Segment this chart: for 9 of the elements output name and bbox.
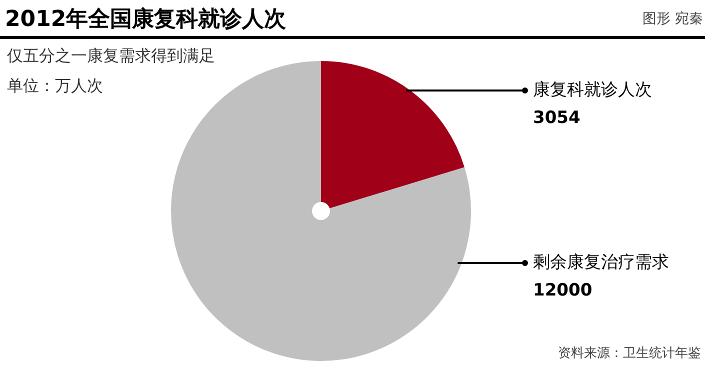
text: 单位：万人次 (7, 76, 103, 97)
slice-label: 剩余康复治疗需求 (533, 252, 669, 272)
data-label: 12000 (533, 280, 592, 300)
text: 图形 宛秦 (642, 10, 703, 28)
slice-label: 康复科就诊人次 (533, 80, 652, 100)
data-label: 3054 (533, 108, 580, 128)
chart-subtitle: 仅五分之一康复需求得到满足 (7, 46, 215, 67)
chart-title: 2012年全国康复科就诊人次 (5, 6, 286, 34)
text: 资料来源：卫生统计年鉴 (558, 345, 701, 362)
